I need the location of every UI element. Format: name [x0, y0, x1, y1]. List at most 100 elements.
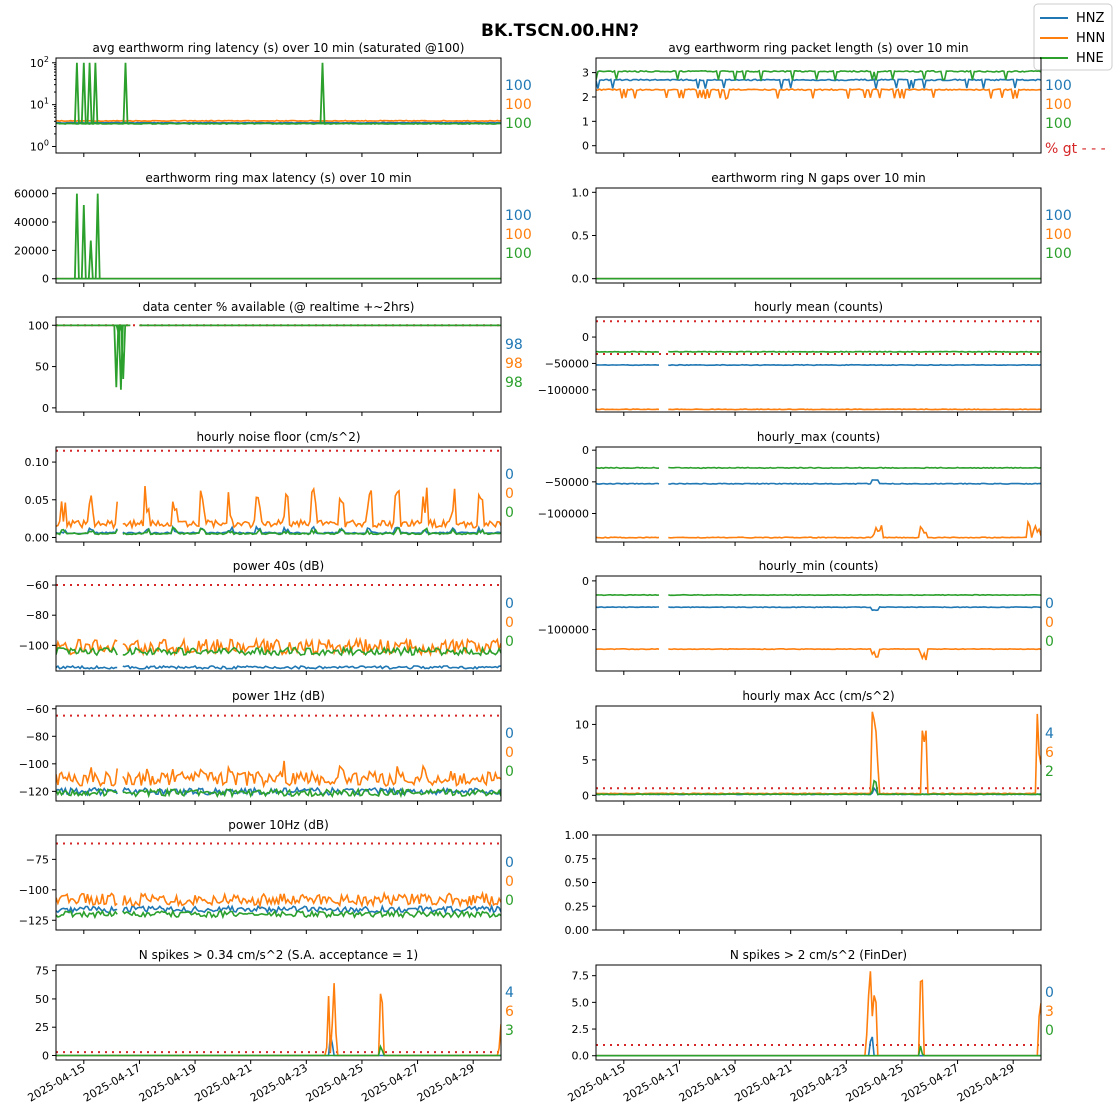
legend-label-hne: HNE — [1076, 51, 1104, 66]
y-tick-label: 0.50 — [565, 877, 590, 890]
axes-frame — [55, 187, 502, 284]
panel-title: hourly_min (counts) — [759, 559, 879, 573]
y-tick-label: 50 — [35, 361, 49, 374]
series-line-hne — [56, 526, 501, 536]
panel-p9: power 40s (dB) −100 −80 −60 0 0 0 — [19, 559, 514, 675]
series-line-hne — [56, 122, 501, 125]
series-line-hnn — [56, 119, 501, 123]
series-line-hnz — [56, 903, 501, 915]
plot-area — [596, 971, 1041, 1057]
panel-p14: 0.00 0.25 0.50 0.75 1.00 — [565, 829, 1042, 937]
y-tick-label: 5.0 — [572, 996, 590, 1009]
legend-frame — [1033, 3, 1113, 71]
right-label-hne: 100 — [505, 246, 532, 262]
x-tick-label: 2025-04-27 — [899, 1061, 961, 1104]
y-tick-label: −80 — [26, 730, 49, 743]
axes-frame — [55, 834, 502, 931]
y-tick-label: −100000 — [538, 384, 589, 397]
axes-frame — [595, 316, 1042, 413]
x-tick-label: 2025-04-19 — [677, 1061, 739, 1104]
series-line-hnz — [596, 363, 1041, 367]
plot-area — [56, 714, 501, 799]
right-label-hne: 0 — [505, 505, 514, 521]
series-line-hnn — [596, 519, 1041, 539]
y-tick-label: 25 — [35, 1021, 49, 1034]
axes-frame — [595, 964, 1042, 1061]
panel-p15: N spikes > 0.34 cm/s^2 (S.A. acceptance … — [25, 948, 514, 1105]
panel-title: earthworm ring max latency (s) over 10 m… — [145, 171, 411, 185]
x-tick-label: 2025-04-23 — [788, 1061, 850, 1104]
y-tick-label: −100000 — [538, 508, 589, 521]
spike-mark — [74, 193, 80, 279]
right-label-hnz: 0 — [505, 596, 514, 612]
y-tick-label: 7.5 — [572, 970, 590, 983]
legend-label-hnn: HNN — [1076, 31, 1105, 46]
y-tick-label: 0.0 — [572, 273, 590, 286]
plot-area — [596, 69, 1041, 101]
axes-frame — [55, 705, 502, 802]
spike-mark — [319, 62, 326, 124]
panel-p7: hourly noise floor (cm/s^2) 0.00 0.05 0.10 0… — [25, 430, 514, 546]
panel-title: hourly max Acc (cm/s^2) — [742, 689, 894, 703]
y-tick-label: 100 — [28, 319, 49, 332]
y-tick-label: 1.0 — [572, 186, 590, 199]
spike-mark — [80, 204, 87, 279]
axes-frame — [595, 446, 1042, 543]
x-tick-label: 2025-04-15 — [25, 1061, 87, 1104]
right-label-hne: 0 — [505, 634, 514, 650]
axes-frame — [55, 316, 502, 413]
spike-mark — [80, 62, 87, 124]
panel-title: earthworm ring N gaps over 10 min — [711, 171, 925, 185]
panel-p10: hourly_min (counts) −100000 0 0 0 0 — [538, 559, 1054, 675]
panel-title: avg earthworm ring latency (s) over 10 m… — [93, 41, 465, 55]
figure-title: BK.TSCN.00.HN? — [481, 21, 639, 41]
y-tick-label: 0 — [582, 331, 589, 344]
y-tick-label: −80 — [26, 609, 49, 622]
right-label-hnn: 98 — [505, 356, 523, 372]
y-tick-label: 0.00 — [565, 924, 590, 937]
right-label-hnz: 4 — [1045, 726, 1054, 742]
panel-p1: avg earthworm ring latency (s) over 10 m… — [30, 41, 532, 157]
panel-p11: power 1Hz (dB) −120 −100 −80 −60 0 0 0 — [19, 689, 514, 805]
right-label-hnn: 0 — [505, 874, 514, 890]
right-label-hnn: 0 — [505, 486, 514, 502]
plot-area — [56, 193, 501, 280]
panel-title: power 1Hz (dB) — [232, 689, 325, 703]
series-line-hnn — [596, 711, 1041, 795]
legend-label-hnz: HNZ — [1076, 11, 1105, 26]
y-tick-label: −100000 — [538, 624, 589, 637]
y-tick-label: −120 — [19, 785, 49, 798]
axes-frame — [595, 834, 1042, 931]
plot-area — [56, 584, 501, 670]
x-tick-label: 2025-04-25 — [304, 1061, 366, 1104]
y-tick-label: 0.05 — [25, 494, 50, 507]
panel-title: power 40s (dB) — [233, 559, 324, 573]
y-tick-label: 0 — [582, 140, 589, 153]
y-tick-label: 0 — [582, 789, 589, 802]
dip-mark — [113, 325, 120, 388]
right-label-hnz: 4 — [505, 985, 514, 1001]
right-label-hnz: 100 — [1045, 208, 1072, 224]
right-label-hne: 3 — [505, 1023, 514, 1039]
y-tick-label: 2 — [582, 91, 589, 104]
plot-area — [596, 711, 1041, 796]
right-label-hnn: 0 — [505, 615, 514, 631]
y-tick-label: 100 — [30, 139, 49, 154]
right-label-hnz: 0 — [1045, 596, 1054, 612]
x-tick-label: 2025-04-19 — [137, 1061, 199, 1104]
right-label-hne: 98 — [505, 375, 523, 391]
axes-frame — [55, 446, 502, 543]
right-label-hne: 0 — [1045, 634, 1054, 650]
right-label-hnz: 0 — [505, 726, 514, 742]
series-line-hnn — [596, 971, 1041, 1057]
right-label-hne: 100 — [1045, 116, 1072, 132]
y-tick-label: −60 — [26, 703, 49, 716]
series-line-hne — [596, 779, 1041, 796]
right-label-hnn: 3 — [1045, 1004, 1054, 1020]
series-line-hnz — [596, 78, 1041, 90]
y-tick-exponent: 0 — [44, 139, 49, 148]
plot-area — [56, 449, 501, 536]
y-tick-label: 10 — [575, 718, 589, 731]
panels: avg earthworm ring latency (s) over 10 m… — [14, 41, 1106, 1105]
